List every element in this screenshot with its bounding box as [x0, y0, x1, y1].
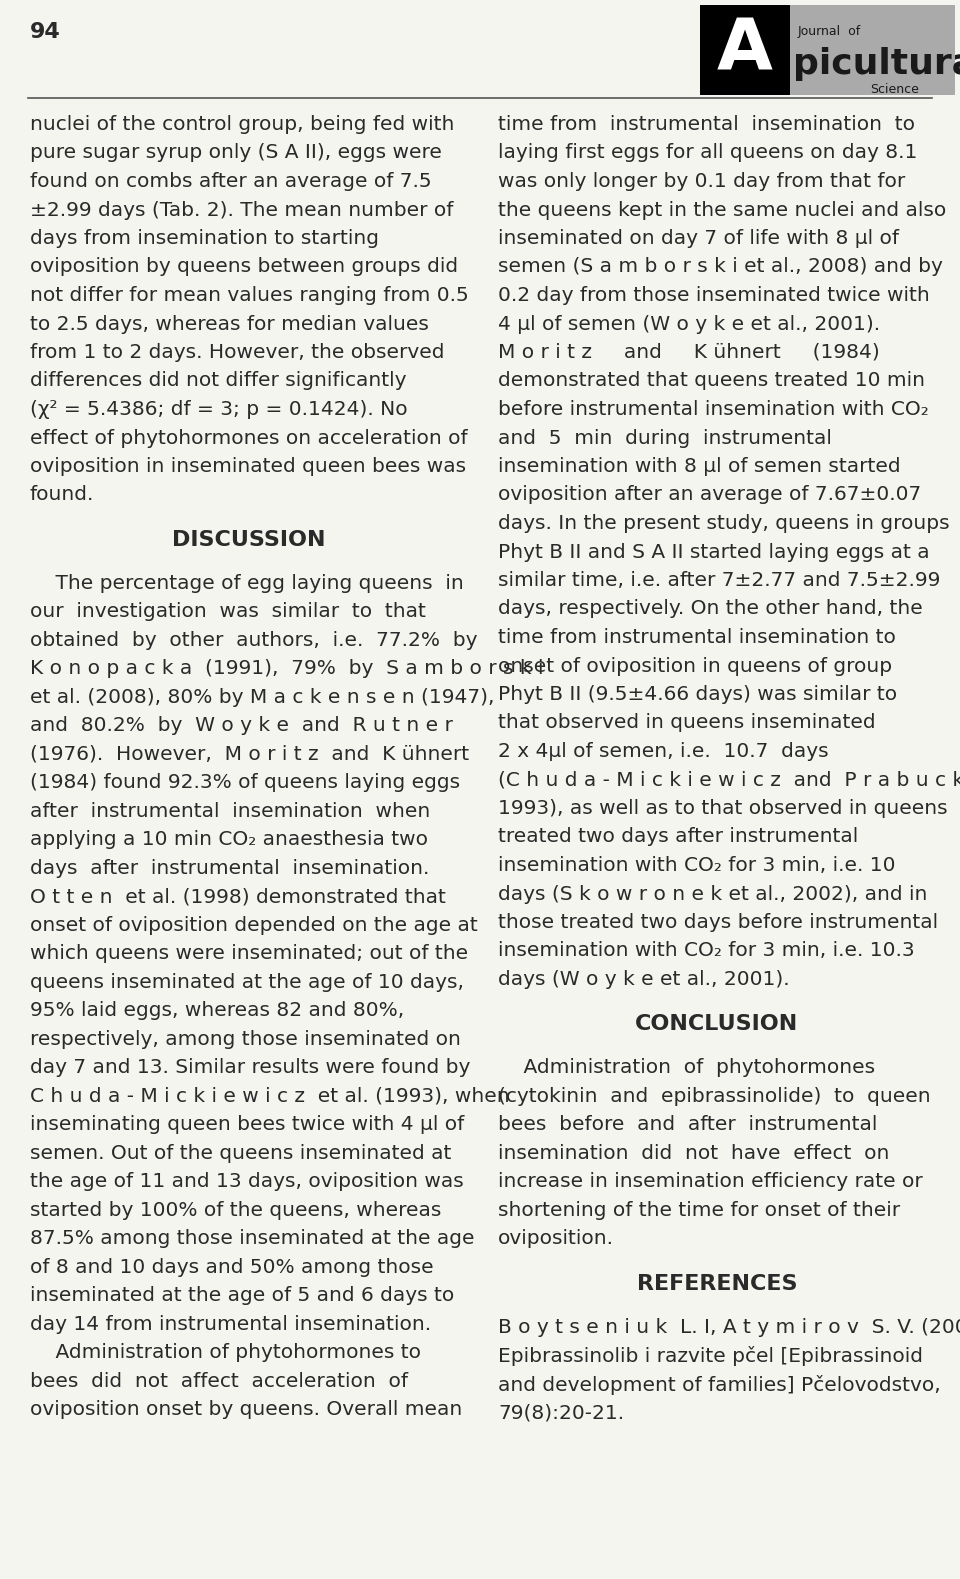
- Text: and development of families] Pčelovodstvo,: and development of families] Pčelovodstv…: [498, 1375, 941, 1394]
- Text: the queens kept in the same nuclei and also: the queens kept in the same nuclei and a…: [498, 201, 947, 219]
- Text: applying a 10 min CO₂ anaesthesia two: applying a 10 min CO₂ anaesthesia two: [30, 831, 428, 850]
- Text: 4 µl of semen (W o y k e et al., 2001).: 4 µl of semen (W o y k e et al., 2001).: [498, 314, 880, 333]
- Text: C h u d a - M i c k i e w i c z  et al. (1993), when: C h u d a - M i c k i e w i c z et al. (…: [30, 1086, 510, 1105]
- Text: those treated two days before instrumental: those treated two days before instrument…: [498, 913, 938, 932]
- Text: time from  instrumental  insemination  to: time from instrumental insemination to: [498, 115, 915, 134]
- Text: day 14 from instrumental insemination.: day 14 from instrumental insemination.: [30, 1315, 431, 1334]
- Text: started by 100% of the queens, whereas: started by 100% of the queens, whereas: [30, 1202, 442, 1221]
- Text: day 7 and 13. Similar results were found by: day 7 and 13. Similar results were found…: [30, 1058, 470, 1077]
- Text: M o r i t z     and     K ühnert     (1984): M o r i t z and K ühnert (1984): [498, 343, 879, 362]
- Text: 0.2 day from those inseminated twice with: 0.2 day from those inseminated twice wit…: [498, 286, 929, 305]
- Text: insemination with CO₂ for 3 min, i.e. 10: insemination with CO₂ for 3 min, i.e. 10: [498, 856, 896, 875]
- Text: Epibrassinolib i razvite pčel [Epibrassinoid: Epibrassinolib i razvite pčel [Epibrassi…: [498, 1347, 923, 1366]
- Text: CONCLUSION: CONCLUSION: [636, 1014, 799, 1034]
- Text: laying first eggs for all queens on day 8.1: laying first eggs for all queens on day …: [498, 144, 918, 163]
- Text: ±2.99 days (Tab. 2). The mean number of: ±2.99 days (Tab. 2). The mean number of: [30, 201, 453, 219]
- Text: oviposition onset by queens. Overall mean: oviposition onset by queens. Overall mea…: [30, 1401, 463, 1420]
- Text: DISCUSSION: DISCUSSION: [172, 529, 325, 549]
- Text: (cytokinin  and  epibrassinolide)  to  queen: (cytokinin and epibrassinolide) to queen: [498, 1086, 930, 1105]
- Text: Phyt B II (9.5±4.66 days) was similar to: Phyt B II (9.5±4.66 days) was similar to: [498, 685, 898, 704]
- Text: oviposition by queens between groups did: oviposition by queens between groups did: [30, 257, 458, 276]
- Text: to 2.5 days, whereas for median values: to 2.5 days, whereas for median values: [30, 314, 429, 333]
- Text: semen. Out of the queens inseminated at: semen. Out of the queens inseminated at: [30, 1143, 451, 1162]
- Text: Administration  of  phytohormones: Administration of phytohormones: [498, 1058, 876, 1077]
- Text: obtained  by  other  authors,  i.e.  77.2%  by: obtained by other authors, i.e. 77.2% by: [30, 632, 477, 651]
- Text: days  after  instrumental  insemination.: days after instrumental insemination.: [30, 859, 429, 878]
- Text: from 1 to 2 days. However, the observed: from 1 to 2 days. However, the observed: [30, 343, 444, 362]
- Text: respectively, among those inseminated on: respectively, among those inseminated on: [30, 1030, 461, 1048]
- Text: insemination  did  not  have  effect  on: insemination did not have effect on: [498, 1143, 889, 1162]
- FancyBboxPatch shape: [700, 5, 790, 95]
- Text: before instrumental insemination with CO₂: before instrumental insemination with CO…: [498, 399, 928, 418]
- Text: inseminated on day 7 of life with 8 µl of: inseminated on day 7 of life with 8 µl o…: [498, 229, 899, 248]
- Text: A: A: [717, 16, 773, 85]
- Text: 1993), as well as to that observed in queens: 1993), as well as to that observed in qu…: [498, 799, 948, 818]
- Text: days from insemination to starting: days from insemination to starting: [30, 229, 379, 248]
- Text: 2 x 4µl of semen, i.e.  10.7  days: 2 x 4µl of semen, i.e. 10.7 days: [498, 742, 828, 761]
- Text: oviposition.: oviposition.: [498, 1230, 614, 1249]
- Text: treated two days after instrumental: treated two days after instrumental: [498, 827, 858, 846]
- Text: (1976).  However,  M o r i t z  and  K ühnert: (1976). However, M o r i t z and K ühner…: [30, 745, 469, 764]
- Text: which queens were inseminated; out of the: which queens were inseminated; out of th…: [30, 944, 468, 963]
- Text: The percentage of egg laying queens  in: The percentage of egg laying queens in: [30, 573, 464, 592]
- Text: time from instrumental insemination to: time from instrumental insemination to: [498, 628, 896, 647]
- Text: picultural: picultural: [793, 47, 960, 81]
- Text: and  5  min  during  instrumental: and 5 min during instrumental: [498, 428, 832, 447]
- Text: onset of oviposition in queens of group: onset of oviposition in queens of group: [498, 657, 892, 676]
- Text: oviposition in inseminated queen bees was: oviposition in inseminated queen bees wa…: [30, 456, 467, 475]
- Text: bees  before  and  after  instrumental: bees before and after instrumental: [498, 1115, 877, 1134]
- Text: inseminated at the age of 5 and 6 days to: inseminated at the age of 5 and 6 days t…: [30, 1287, 454, 1306]
- Text: after  instrumental  insemination  when: after instrumental insemination when: [30, 802, 430, 821]
- Text: insemination with CO₂ for 3 min, i.e. 10.3: insemination with CO₂ for 3 min, i.e. 10…: [498, 941, 915, 960]
- Text: Journal  of: Journal of: [798, 25, 861, 38]
- Text: days. In the present study, queens in groups: days. In the present study, queens in gr…: [498, 515, 949, 534]
- Text: Phyt B II and S A II started laying eggs at a: Phyt B II and S A II started laying eggs…: [498, 543, 929, 562]
- Text: 95% laid eggs, whereas 82 and 80%,: 95% laid eggs, whereas 82 and 80%,: [30, 1001, 404, 1020]
- Text: B o y t s e n i u k  L. I, A t y m i r o v  S. V. (2000) -: B o y t s e n i u k L. I, A t y m i r o …: [498, 1318, 960, 1337]
- Text: onset of oviposition depended on the age at: onset of oviposition depended on the age…: [30, 916, 478, 935]
- Text: differences did not differ significantly: differences did not differ significantly: [30, 371, 406, 390]
- Text: and  80.2%  by  W o y k e  and  R u t n e r: and 80.2% by W o y k e and R u t n e r: [30, 717, 453, 736]
- Text: REFERENCES: REFERENCES: [636, 1274, 797, 1293]
- Text: effect of phytohormones on acceleration of: effect of phytohormones on acceleration …: [30, 428, 468, 447]
- Text: O t t e n  et al. (1998) demonstrated that: O t t e n et al. (1998) demonstrated tha…: [30, 887, 445, 906]
- Text: days (W o y k e et al., 2001).: days (W o y k e et al., 2001).: [498, 970, 790, 988]
- Text: increase in insemination efficiency rate or: increase in insemination efficiency rate…: [498, 1172, 923, 1191]
- Text: similar time, i.e. after 7±2.77 and 7.5±2.99: similar time, i.e. after 7±2.77 and 7.5±…: [498, 572, 941, 591]
- Text: 79(8):20-21.: 79(8):20-21.: [498, 1404, 624, 1423]
- Text: found.: found.: [30, 485, 94, 505]
- Text: et al. (2008), 80% by M a c k e n s e n (1947),: et al. (2008), 80% by M a c k e n s e n …: [30, 688, 494, 707]
- Text: insemination with 8 µl of semen started: insemination with 8 µl of semen started: [498, 456, 900, 475]
- Text: bees  did  not  affect  acceleration  of: bees did not affect acceleration of: [30, 1372, 408, 1391]
- Text: 87.5% among those inseminated at the age: 87.5% among those inseminated at the age: [30, 1230, 474, 1249]
- Text: that observed in queens inseminated: that observed in queens inseminated: [498, 714, 876, 733]
- Text: days (S k o w r o n e k et al., 2002), and in: days (S k o w r o n e k et al., 2002), a…: [498, 884, 927, 903]
- Text: K o n o p a c k a  (1991),  79%  by  S a m b o r s k i: K o n o p a c k a (1991), 79% by S a m b…: [30, 660, 543, 679]
- Text: nuclei of the control group, being fed with: nuclei of the control group, being fed w…: [30, 115, 454, 134]
- Text: our  investigation  was  similar  to  that: our investigation was similar to that: [30, 602, 426, 622]
- Text: days, respectively. On the other hand, the: days, respectively. On the other hand, t…: [498, 600, 923, 619]
- Text: was only longer by 0.1 day from that for: was only longer by 0.1 day from that for: [498, 172, 905, 191]
- Text: shortening of the time for onset of their: shortening of the time for onset of thei…: [498, 1202, 900, 1221]
- Text: (C h u d a - M i c k i e w i c z  and  P r a b u c k i,: (C h u d a - M i c k i e w i c z and P r…: [498, 771, 960, 790]
- Text: Administration of phytohormones to: Administration of phytohormones to: [30, 1344, 421, 1363]
- Text: not differ for mean values ranging from 0.5: not differ for mean values ranging from …: [30, 286, 468, 305]
- Text: (χ² = 5.4386; df = 3; p = 0.1424). No: (χ² = 5.4386; df = 3; p = 0.1424). No: [30, 399, 408, 418]
- Text: the age of 11 and 13 days, oviposition was: the age of 11 and 13 days, oviposition w…: [30, 1172, 464, 1191]
- Text: pure sugar syrup only (S A II), eggs were: pure sugar syrup only (S A II), eggs wer…: [30, 144, 442, 163]
- Text: oviposition after an average of 7.67±0.07: oviposition after an average of 7.67±0.0…: [498, 485, 922, 505]
- Text: demonstrated that queens treated 10 min: demonstrated that queens treated 10 min: [498, 371, 925, 390]
- Text: found on combs after an average of 7.5: found on combs after an average of 7.5: [30, 172, 432, 191]
- Text: semen (S a m b o r s k i et al., 2008) and by: semen (S a m b o r s k i et al., 2008) a…: [498, 257, 943, 276]
- Text: queens inseminated at the age of 10 days,: queens inseminated at the age of 10 days…: [30, 973, 464, 992]
- Text: (1984) found 92.3% of queens laying eggs: (1984) found 92.3% of queens laying eggs: [30, 774, 460, 793]
- Text: of 8 and 10 days and 50% among those: of 8 and 10 days and 50% among those: [30, 1258, 434, 1277]
- Text: Science: Science: [870, 84, 919, 96]
- Text: inseminating queen bees twice with 4 µl of: inseminating queen bees twice with 4 µl …: [30, 1115, 465, 1134]
- Text: 94: 94: [30, 22, 60, 43]
- FancyBboxPatch shape: [700, 5, 955, 95]
